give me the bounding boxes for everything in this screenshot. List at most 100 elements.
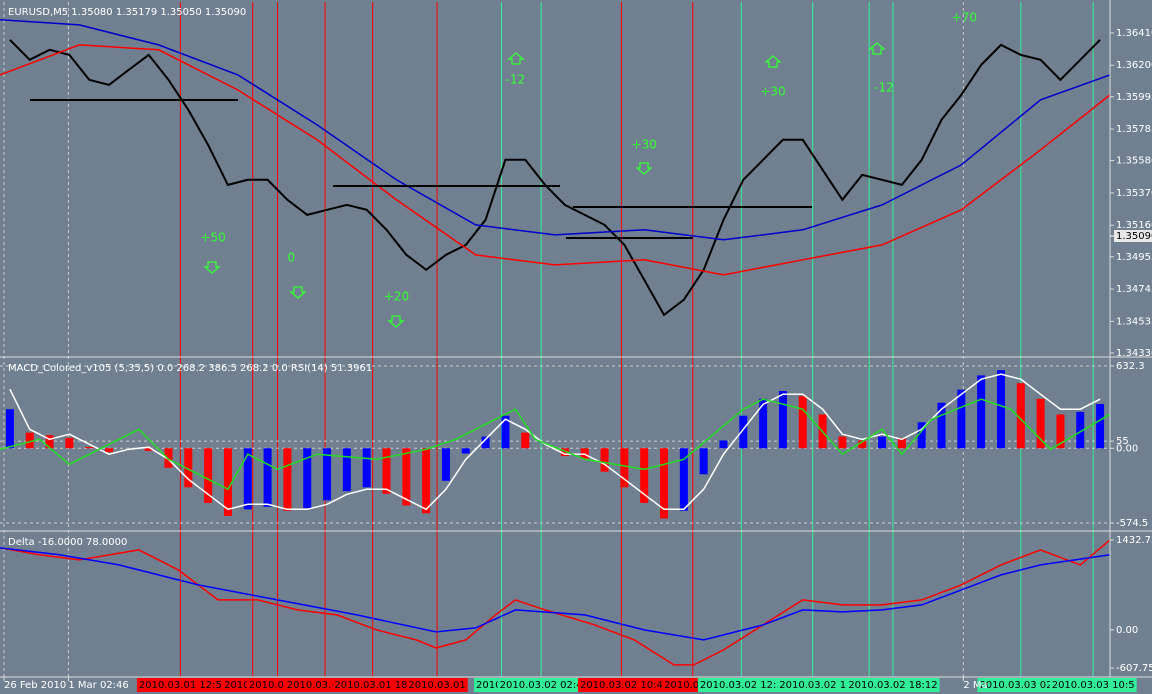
marker-label-box [1049, 678, 1137, 692]
arrow-down [635, 162, 653, 175]
pane-title: MACD_Colored_v105 (5,35,5) 0.0 268.2 386… [8, 363, 372, 374]
marker-label: 2010.03.02 1 [779, 680, 846, 691]
marker-label: 2010.03.02 18:12 [848, 680, 937, 691]
marker-label: 2010.03.03 02:5 [979, 680, 1062, 691]
y-tick-label: 0.00 [1116, 625, 1138, 636]
x-tick-label: 2 Ma [963, 680, 987, 691]
histogram-bar [759, 398, 768, 449]
series-line [9, 373, 1101, 511]
marker-label: 2010.03.01 16: [287, 680, 364, 691]
y-tick-label: -607.75 [1116, 663, 1152, 674]
histogram-bar [838, 436, 847, 449]
histogram-bar [977, 375, 986, 449]
histogram-bar [481, 436, 490, 449]
marker-label: 2010.03.01 18: [334, 680, 411, 691]
histogram-bar [5, 409, 14, 449]
y-tick-label: -574.5 [1116, 518, 1148, 529]
histogram-bar [778, 391, 787, 449]
y-tick-label: 1.35995 [1116, 92, 1152, 103]
y-tick-label: 1.35370 [1116, 188, 1152, 199]
histogram-bar [858, 440, 867, 449]
histogram-bar [263, 448, 272, 507]
marker-label-box [497, 678, 585, 692]
marker-label-box [577, 678, 665, 692]
series-line [0, 547, 1111, 641]
pane [0, 2, 1111, 677]
histogram-bar [739, 415, 748, 449]
marker-label-box [697, 678, 785, 692]
histogram-bar [521, 432, 530, 449]
histogram-bar [144, 448, 153, 451]
y-tick-label: 1.35160 [1116, 220, 1152, 231]
marker-label-box [846, 678, 940, 692]
histogram-bar [283, 448, 292, 511]
current-price-label: 1.35090 [1116, 231, 1152, 242]
histogram-bar [1096, 404, 1105, 449]
annotation: -12 [506, 72, 526, 86]
pane [0, 365, 1111, 524]
pane-borders [0, 0, 1152, 678]
arrow-down [289, 286, 307, 299]
histogram-bar [25, 432, 34, 449]
marker-label: 2010.03.01 [249, 680, 306, 691]
series-line [0, 44, 1111, 276]
histogram-bar [382, 448, 391, 494]
levels [30, 99, 812, 239]
x-tick-label: 1 Mar 02:46 [68, 680, 128, 691]
histogram-bar [105, 448, 114, 453]
histogram-bar [243, 448, 252, 510]
y-tick-label: 1.36200 [1116, 60, 1152, 71]
pane-title: EURUSD,M5 1.35080 1.35179 1.35050 1.3509… [8, 7, 246, 18]
histogram-bar [640, 448, 649, 503]
histogram-bar [184, 448, 193, 488]
marker-label: 2010.03.02 02:4 [500, 680, 583, 691]
marker-label: 2010.03.03 10:5 [1052, 680, 1135, 691]
histogram-bar [342, 448, 351, 492]
marker-label: 2010.03.01 [408, 680, 465, 691]
histogram-bar [600, 448, 609, 472]
marker-label-box [777, 678, 849, 692]
y-tick-label: 1.34330 [1116, 348, 1152, 359]
marker-label-box [406, 678, 468, 692]
histogram-bar [917, 422, 926, 449]
histogram-bar [441, 448, 450, 481]
histogram-bar [996, 370, 1005, 449]
histogram-bar [362, 448, 371, 488]
series-line [9, 39, 1101, 317]
histogram-bar [204, 448, 213, 503]
annotation: +30 [632, 137, 657, 151]
histogram-bar [461, 448, 470, 454]
histogram-bar [1016, 383, 1025, 449]
annotation: +50 [200, 231, 225, 245]
histogram-bar [45, 435, 54, 449]
histogram-bar [402, 448, 411, 506]
histogram-bar [798, 396, 807, 449]
y-tick-label: 1.35580 [1116, 156, 1152, 167]
series-line [0, 19, 1111, 241]
marker-label-box [977, 678, 1065, 692]
current-price-box [1114, 230, 1152, 242]
histogram-bar [303, 448, 312, 509]
y-tick-label: 0.00 [1116, 443, 1138, 454]
marker-label: 2010.03.02 10:4 [580, 680, 663, 691]
pane-title: Delta -16.0000 78.0000 [8, 537, 127, 548]
histogram-bar [897, 437, 906, 449]
histogram-bar [1076, 411, 1085, 449]
annotation: -12 [874, 80, 894, 94]
histogram-bar [323, 448, 332, 501]
histogram-bar [937, 402, 946, 449]
y-tick-label: 1.36410 [1116, 28, 1152, 39]
histogram-bar [164, 448, 173, 468]
y-tick-label: 1.34745 [1116, 284, 1152, 295]
marker-label: 2010.03.02 12:5 [700, 680, 783, 691]
annotation: +70 [952, 10, 977, 24]
histogram-bar [1056, 414, 1065, 449]
histogram-bar [660, 448, 669, 519]
y-tick-label: 1.35785 [1116, 124, 1152, 135]
y-tick-label: 1432.75 [1116, 535, 1152, 546]
histogram-bar [501, 415, 510, 449]
histogram-bar [719, 440, 728, 449]
y-tick-label: 632.3 [1116, 361, 1145, 372]
